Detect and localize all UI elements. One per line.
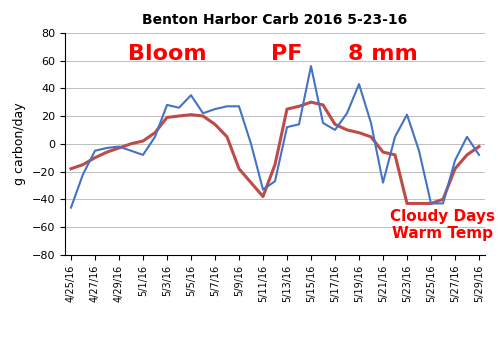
4 Day Ave (284, 107, 290, 111)
Balance (452, 158, 458, 163)
4 Day Ave (140, 139, 146, 143)
Balance (176, 106, 182, 110)
Balance (128, 149, 134, 153)
Balance (416, 149, 422, 153)
Balance (368, 121, 374, 125)
Balance (476, 153, 482, 157)
Balance (200, 111, 206, 115)
Balance (68, 205, 74, 210)
Balance (116, 145, 122, 149)
Text: 8 mm: 8 mm (348, 44, 418, 64)
4 Day Ave (248, 181, 254, 185)
Balance (392, 135, 398, 139)
Title: Benton Harbor Carb 2016 5-23-16: Benton Harbor Carb 2016 5-23-16 (142, 13, 408, 27)
Balance (212, 107, 218, 111)
Balance (380, 181, 386, 185)
Balance (296, 122, 302, 127)
4 Day Ave (332, 122, 338, 127)
Text: Warm Temp: Warm Temp (392, 226, 494, 241)
Balance (356, 82, 362, 86)
Balance (248, 142, 254, 146)
4 Day Ave (200, 114, 206, 118)
Balance (464, 135, 470, 139)
Balance (104, 146, 110, 150)
Y-axis label: g carbon/day: g carbon/day (13, 103, 26, 185)
4 Day Ave (296, 104, 302, 108)
4 Day Ave (344, 128, 350, 132)
Text: PF: PF (272, 44, 302, 64)
4 Day Ave (260, 194, 266, 199)
4 Day Ave (92, 155, 98, 160)
4 Day Ave (212, 122, 218, 127)
Balance (92, 149, 98, 153)
Balance (188, 93, 194, 98)
4 Day Ave (464, 153, 470, 157)
Text: Bloom: Bloom (128, 44, 206, 64)
4 Day Ave (428, 201, 434, 206)
4 Day Ave (368, 135, 374, 139)
4 Day Ave (164, 115, 170, 120)
Balance (224, 104, 230, 108)
4 Day Ave (104, 150, 110, 154)
4 Day Ave (272, 162, 278, 167)
4 Day Ave (128, 142, 134, 146)
4 Day Ave (416, 201, 422, 206)
4 Day Ave (224, 135, 230, 139)
4 Day Ave (308, 100, 314, 104)
4 Day Ave (80, 162, 86, 167)
4 Day Ave (116, 146, 122, 150)
Balance (404, 112, 410, 117)
Text: Cloudy Days: Cloudy Days (390, 209, 496, 224)
4 Day Ave (476, 145, 482, 149)
4 Day Ave (404, 201, 410, 206)
4 Day Ave (188, 112, 194, 117)
4 Day Ave (68, 167, 74, 171)
4 Day Ave (356, 131, 362, 135)
Balance (164, 103, 170, 107)
4 Day Ave (452, 167, 458, 171)
4 Day Ave (152, 131, 158, 135)
Balance (260, 187, 266, 192)
Balance (152, 135, 158, 139)
Balance (332, 128, 338, 132)
4 Day Ave (320, 103, 326, 107)
Balance (320, 121, 326, 125)
Balance (344, 111, 350, 115)
Balance (428, 201, 434, 206)
Balance (440, 201, 446, 206)
Legend: Balance, 4 Day Ave: Balance, 4 Day Ave (133, 359, 316, 364)
4 Day Ave (176, 114, 182, 118)
4 Day Ave (392, 153, 398, 157)
Line: Balance: Balance (71, 66, 479, 207)
Balance (80, 172, 86, 177)
4 Day Ave (380, 150, 386, 154)
Balance (308, 64, 314, 68)
Balance (140, 153, 146, 157)
Balance (272, 179, 278, 183)
Balance (284, 125, 290, 129)
Balance (236, 104, 242, 108)
Line: 4 Day Ave: 4 Day Ave (71, 102, 479, 203)
4 Day Ave (236, 167, 242, 171)
4 Day Ave (440, 197, 446, 202)
